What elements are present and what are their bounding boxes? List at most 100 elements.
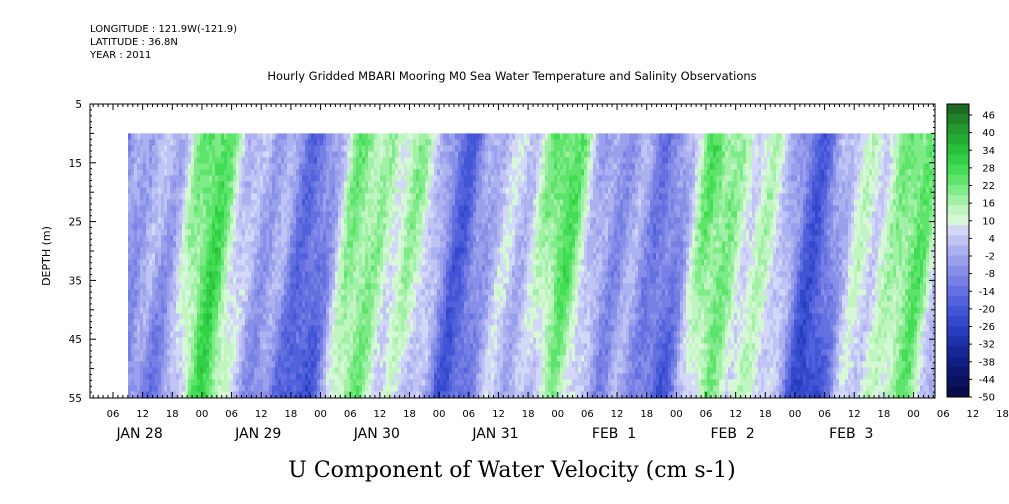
heatmap-cell bbox=[179, 211, 183, 218]
heatmap-cell bbox=[407, 373, 411, 380]
latitude-label: LATITUDE : 36.8N bbox=[90, 37, 178, 48]
heatmap-cell bbox=[317, 169, 321, 176]
heatmap-cell bbox=[389, 307, 393, 314]
heatmap-cell bbox=[383, 295, 387, 302]
heatmap-cell bbox=[197, 361, 201, 368]
heatmap-cell bbox=[296, 181, 300, 188]
heatmap-cell bbox=[281, 157, 285, 164]
heatmap-cell bbox=[158, 325, 162, 332]
heatmap-cell bbox=[281, 151, 285, 158]
heatmap-cell bbox=[188, 265, 192, 272]
heatmap-cell bbox=[452, 319, 456, 326]
heatmap-cell bbox=[227, 325, 231, 332]
heatmap-cell bbox=[404, 199, 408, 206]
heatmap-cell bbox=[305, 175, 309, 182]
heatmap-cell bbox=[218, 217, 222, 224]
heatmap-cell bbox=[281, 193, 285, 200]
heatmap-cell bbox=[188, 169, 192, 176]
heatmap-cell bbox=[308, 247, 312, 254]
heatmap-cell bbox=[254, 133, 258, 140]
heatmap-cell bbox=[173, 283, 177, 290]
heatmap-cell bbox=[383, 253, 387, 260]
heatmap-cell bbox=[143, 301, 147, 308]
heatmap-cell bbox=[392, 235, 396, 242]
heatmap-cell bbox=[230, 259, 234, 266]
heatmap-cell bbox=[134, 319, 138, 326]
heatmap-cell bbox=[434, 271, 438, 278]
heatmap-cell bbox=[308, 199, 312, 206]
heatmap-cell bbox=[212, 247, 216, 254]
heatmap-cell bbox=[401, 331, 405, 338]
heatmap-cell bbox=[413, 169, 417, 176]
heatmap-cell bbox=[335, 307, 339, 314]
heatmap-cell bbox=[449, 313, 453, 320]
heatmap-cell bbox=[182, 229, 186, 236]
heatmap-cell bbox=[422, 373, 426, 380]
heatmap-cell bbox=[212, 301, 216, 308]
heatmap-cell bbox=[386, 199, 390, 206]
heatmap-cell bbox=[299, 169, 303, 176]
heatmap-cell bbox=[386, 313, 390, 320]
heatmap-cell bbox=[353, 277, 357, 284]
heatmap-cell bbox=[395, 163, 399, 170]
heatmap-cell bbox=[248, 163, 252, 170]
heatmap-cell bbox=[230, 325, 234, 332]
heatmap-cell bbox=[143, 283, 147, 290]
heatmap-cell bbox=[209, 223, 213, 230]
heatmap-cell bbox=[290, 181, 294, 188]
heatmap-cell bbox=[332, 205, 336, 212]
heatmap-cell bbox=[413, 187, 417, 194]
heatmap-cell bbox=[407, 301, 411, 308]
heatmap-cell bbox=[422, 199, 426, 206]
heatmap-cell bbox=[191, 163, 195, 170]
heatmap-cell bbox=[281, 325, 285, 332]
heatmap-cell bbox=[443, 193, 447, 200]
heatmap-cell bbox=[215, 295, 219, 302]
heatmap-cell bbox=[149, 301, 153, 308]
heatmap-cell bbox=[137, 169, 141, 176]
heatmap-cell bbox=[191, 277, 195, 284]
heatmap-cell bbox=[341, 223, 345, 230]
heatmap-cell bbox=[137, 217, 141, 224]
heatmap-cell bbox=[137, 265, 141, 272]
heatmap-cell bbox=[188, 355, 192, 362]
heatmap-cell bbox=[197, 379, 201, 386]
heatmap-cell bbox=[227, 373, 231, 380]
heatmap-cell bbox=[455, 211, 459, 218]
heatmap-cell bbox=[146, 277, 150, 284]
heatmap-cell bbox=[275, 385, 279, 392]
heatmap-cell bbox=[215, 331, 219, 338]
heatmap-cell bbox=[293, 337, 297, 344]
heatmap-cell bbox=[281, 235, 285, 242]
heatmap-cell bbox=[164, 373, 168, 380]
heatmap-cell bbox=[233, 385, 237, 392]
heatmap-cell bbox=[242, 193, 246, 200]
heatmap-cell bbox=[293, 205, 297, 212]
heatmap-cell bbox=[275, 187, 279, 194]
heatmap-cell bbox=[287, 241, 291, 248]
heatmap-cell bbox=[332, 337, 336, 344]
heatmap-cell bbox=[428, 157, 432, 164]
heatmap-cell bbox=[320, 187, 324, 194]
heatmap-cell bbox=[155, 277, 159, 284]
heatmap-cell bbox=[200, 265, 204, 272]
heatmap-cell bbox=[392, 133, 396, 140]
heatmap-cell bbox=[266, 139, 270, 146]
heatmap-cell bbox=[167, 235, 171, 242]
heatmap-cell bbox=[143, 307, 147, 314]
heatmap-cell bbox=[161, 373, 165, 380]
heatmap-cell bbox=[149, 295, 153, 302]
heatmap-cell bbox=[131, 349, 135, 356]
heatmap-cell bbox=[218, 331, 222, 338]
heatmap-cell bbox=[179, 391, 183, 398]
heatmap-cell bbox=[377, 247, 381, 254]
heatmap-cell bbox=[404, 229, 408, 236]
heatmap-cell bbox=[290, 133, 294, 140]
heatmap-cell bbox=[281, 301, 285, 308]
heatmap-cell bbox=[443, 355, 447, 362]
heatmap-cell bbox=[377, 265, 381, 272]
heatmap-cell bbox=[281, 385, 285, 392]
heatmap-cell bbox=[350, 331, 354, 338]
heatmap-cell bbox=[206, 241, 210, 248]
heatmap-cell bbox=[416, 361, 420, 368]
